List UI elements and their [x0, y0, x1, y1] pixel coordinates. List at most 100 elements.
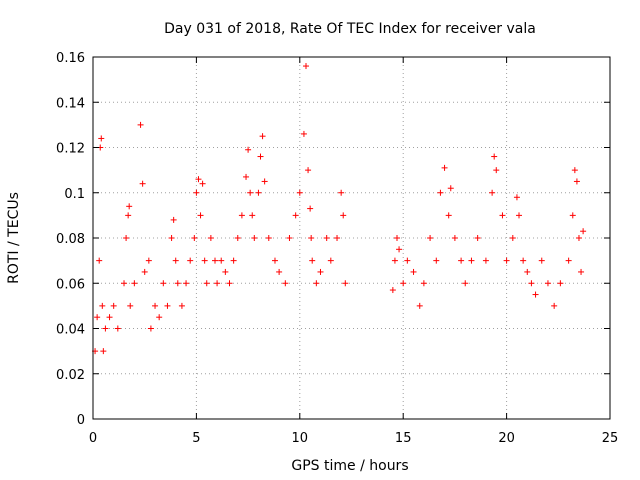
data-point — [342, 280, 349, 287]
data-point — [282, 280, 289, 287]
data-point — [152, 302, 159, 309]
data-point — [199, 180, 206, 187]
data-point — [437, 189, 444, 196]
data-point — [489, 189, 496, 196]
data-point — [292, 212, 299, 219]
data-point — [445, 212, 452, 219]
data-point — [565, 257, 572, 264]
y-tick-label: 0 — [77, 413, 85, 428]
y-tick-label: 0.02 — [56, 368, 85, 383]
data-point — [187, 257, 194, 264]
data-point — [300, 130, 307, 137]
data-point — [305, 167, 312, 174]
data-point — [474, 235, 481, 241]
data-point — [447, 185, 454, 192]
data-point — [164, 302, 171, 309]
data-point — [271, 257, 278, 264]
data-point — [557, 280, 564, 287]
data-point — [532, 291, 539, 298]
data-point — [230, 257, 237, 264]
data-point — [503, 257, 510, 264]
data-point — [243, 173, 250, 180]
data-point — [420, 280, 427, 287]
data-point — [296, 189, 303, 196]
chart-title: Day 031 of 2018, Rate Of TEC Index for r… — [164, 21, 536, 37]
data-point — [391, 257, 398, 264]
data-point — [251, 235, 258, 241]
data-point — [214, 280, 221, 287]
data-point — [249, 212, 256, 219]
data-point — [340, 212, 347, 219]
data-point — [212, 257, 219, 264]
data-point — [575, 235, 582, 241]
data-point — [131, 280, 138, 287]
data-point — [389, 287, 396, 294]
data-point — [569, 212, 576, 219]
x-tick-label: 20 — [498, 431, 515, 446]
data-point — [338, 189, 345, 196]
data-point — [308, 235, 315, 241]
data-point — [509, 235, 516, 241]
data-point — [257, 153, 264, 160]
data-point — [396, 246, 403, 253]
data-point — [197, 212, 204, 219]
data-point — [551, 302, 558, 309]
data-point — [441, 164, 448, 171]
data-point — [123, 235, 130, 241]
data-point — [462, 280, 469, 287]
data-point — [193, 189, 200, 196]
x-tick-label: 5 — [192, 431, 200, 446]
y-tick-label: 0.08 — [56, 232, 85, 247]
data-point — [416, 302, 423, 309]
data-point — [404, 257, 411, 264]
x-tick-label: 10 — [292, 431, 309, 446]
y-axis-label: ROTI / TECUs — [6, 192, 22, 284]
x-axis-label: GPS time / hours — [291, 458, 408, 474]
data-point — [580, 228, 587, 235]
data-point — [141, 268, 148, 275]
data-point — [265, 235, 272, 241]
data-point — [121, 280, 128, 287]
data-point — [247, 189, 254, 196]
data-point — [125, 212, 132, 219]
x-tick-label: 25 — [602, 431, 619, 446]
data-point — [172, 257, 179, 264]
data-point — [102, 325, 109, 332]
data-point — [222, 268, 229, 275]
data-point — [427, 235, 434, 241]
data-point — [513, 194, 520, 201]
data-point — [100, 348, 107, 355]
y-tick-label: 0.06 — [56, 277, 85, 292]
data-point — [203, 280, 210, 287]
data-points — [92, 63, 587, 355]
y-tick-label: 0.04 — [56, 323, 85, 338]
data-point — [234, 235, 241, 241]
data-point — [201, 257, 208, 264]
data-point — [178, 302, 185, 309]
data-point — [261, 178, 268, 185]
data-point — [238, 212, 245, 219]
data-point — [98, 135, 105, 142]
data-point — [499, 212, 506, 219]
data-point — [309, 257, 316, 264]
data-point — [96, 257, 103, 264]
data-point — [334, 235, 341, 241]
x-tick-label: 0 — [89, 431, 97, 446]
data-point — [313, 280, 320, 287]
data-point — [106, 314, 113, 321]
data-point — [524, 268, 531, 275]
data-point — [170, 216, 177, 223]
data-point — [259, 133, 266, 140]
data-point — [493, 167, 500, 174]
y-tick-label: 0.16 — [56, 51, 85, 66]
data-point — [245, 146, 252, 153]
data-point — [307, 205, 314, 212]
data-point — [578, 268, 585, 275]
axis-ticks: 0 5 10 15 20 25 0 0.02 0.04 0.06 0.08 0.1 0.12 0.14 0.… — [56, 51, 618, 446]
data-point — [191, 235, 198, 241]
data-point — [528, 280, 535, 287]
data-point — [276, 268, 283, 275]
data-point — [168, 235, 175, 241]
data-point — [538, 257, 545, 264]
